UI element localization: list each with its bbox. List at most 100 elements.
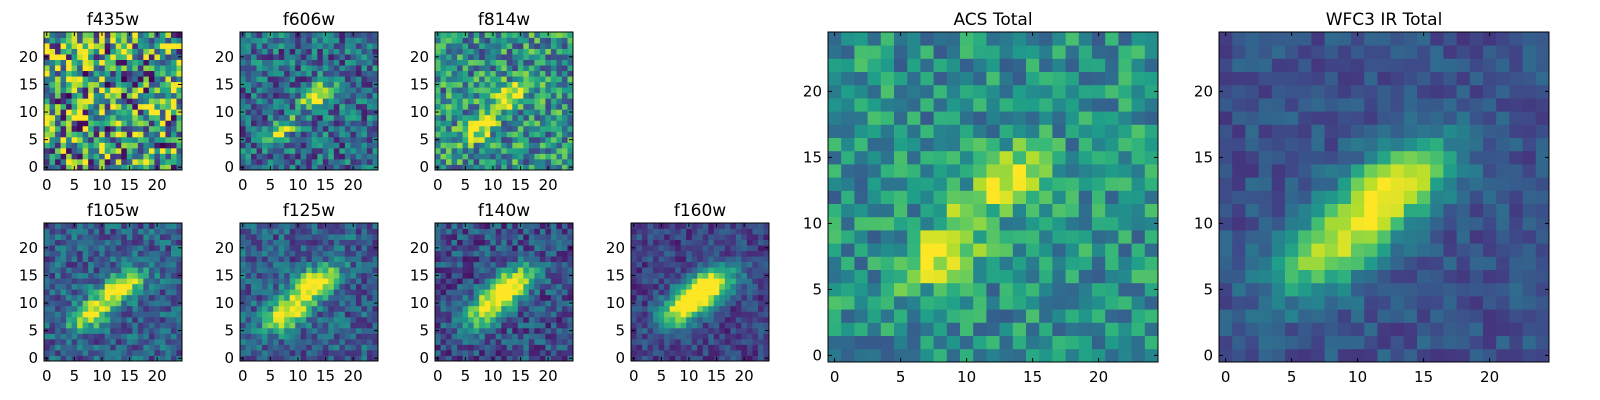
heatmap-cell bbox=[355, 131, 362, 138]
heatmap-cell bbox=[642, 311, 648, 318]
heatmap-cell bbox=[93, 272, 100, 279]
heatmap-cell bbox=[545, 98, 552, 105]
x-tick-label: 20 bbox=[539, 367, 558, 385]
heatmap-cell bbox=[440, 87, 447, 94]
heatmap-cell bbox=[66, 125, 72, 132]
heatmap-cell bbox=[495, 261, 502, 268]
heatmap-cell bbox=[306, 120, 313, 127]
heatmap-cell bbox=[355, 228, 362, 235]
heatmap-cell bbox=[960, 296, 974, 310]
heatmap-cell bbox=[165, 355, 172, 362]
heatmap-cell bbox=[159, 223, 166, 229]
heatmap-cell bbox=[468, 228, 475, 235]
heatmap-cell bbox=[484, 283, 491, 290]
heatmap-cell bbox=[1131, 296, 1146, 310]
heatmap-cell bbox=[256, 311, 263, 318]
heatmap-cell bbox=[561, 322, 568, 329]
heatmap-cell bbox=[350, 267, 357, 274]
heatmap-cell bbox=[361, 278, 368, 285]
heatmap-cell bbox=[642, 223, 648, 229]
heatmap-cell bbox=[317, 316, 324, 323]
heatmap-cell bbox=[110, 289, 117, 296]
heatmap-cell bbox=[344, 120, 351, 127]
heatmap-cell bbox=[82, 250, 89, 257]
heatmap-cell bbox=[697, 228, 704, 235]
heatmap-cell bbox=[262, 98, 268, 105]
heatmap-cell bbox=[148, 250, 155, 257]
x-tick-label: 20 bbox=[344, 176, 363, 194]
heatmap-cell bbox=[561, 300, 568, 307]
heatmap-cell bbox=[60, 65, 67, 72]
heatmap-cell bbox=[539, 283, 546, 290]
heatmap-cell bbox=[517, 70, 524, 77]
heatmap-cell bbox=[71, 136, 78, 143]
heatmap-cell bbox=[115, 294, 122, 301]
heatmap-cell bbox=[686, 245, 693, 251]
heatmap-cell bbox=[1092, 269, 1106, 284]
heatmap-cell bbox=[534, 355, 541, 362]
heatmap-cell bbox=[550, 338, 557, 345]
heatmap-cell bbox=[93, 164, 100, 171]
heatmap-cell bbox=[479, 349, 486, 356]
heatmap-cell bbox=[523, 103, 530, 110]
heatmap-cell bbox=[88, 59, 95, 66]
heatmap-cell bbox=[462, 142, 469, 149]
heatmap-cell bbox=[284, 54, 291, 60]
heatmap-cell bbox=[495, 98, 502, 105]
heatmap-cell bbox=[451, 59, 458, 66]
heatmap-cell bbox=[251, 87, 257, 94]
heatmap-cell bbox=[115, 153, 122, 160]
heatmap-cell bbox=[462, 54, 469, 60]
heatmap-cell bbox=[435, 153, 441, 160]
heatmap-cell bbox=[446, 333, 452, 340]
heatmap-cell bbox=[60, 261, 67, 268]
heatmap-cell bbox=[333, 267, 340, 274]
heatmap-cell bbox=[697, 283, 704, 290]
heatmap-cell bbox=[289, 278, 296, 285]
heatmap-cell bbox=[680, 256, 687, 263]
y-tick-label: 20 bbox=[606, 239, 625, 257]
heatmap-cell bbox=[757, 223, 764, 229]
heatmap-cell bbox=[148, 147, 155, 154]
heatmap-cell bbox=[920, 296, 934, 310]
heatmap-cell bbox=[306, 267, 313, 274]
heatmap-cell bbox=[256, 283, 263, 290]
heatmap-cell bbox=[300, 153, 307, 160]
heatmap-cell bbox=[724, 322, 731, 329]
heatmap-cell bbox=[556, 300, 563, 307]
heatmap-cell bbox=[328, 245, 335, 251]
heatmap-cell bbox=[93, 245, 100, 251]
heatmap-cell bbox=[686, 338, 693, 345]
heatmap-cell bbox=[132, 261, 139, 268]
heatmap-cell bbox=[517, 98, 524, 105]
heatmap-cell bbox=[110, 65, 117, 72]
heatmap-cell bbox=[132, 147, 139, 154]
heatmap-cell bbox=[468, 278, 475, 285]
heatmap-cell bbox=[132, 32, 139, 38]
heatmap-cell bbox=[366, 103, 373, 110]
heatmap-cell bbox=[176, 43, 183, 49]
heatmap-cell bbox=[495, 305, 502, 312]
heatmap-cell bbox=[71, 261, 78, 268]
heatmap-cell bbox=[567, 59, 574, 66]
heatmap-cell bbox=[82, 278, 89, 285]
heatmap-cell bbox=[986, 282, 1000, 297]
heatmap-cell bbox=[159, 114, 166, 121]
heatmap-cell bbox=[567, 278, 574, 285]
heatmap-cell bbox=[1144, 335, 1159, 350]
heatmap-cell bbox=[273, 349, 280, 356]
heatmap-cell bbox=[691, 344, 698, 351]
heatmap-cell bbox=[278, 81, 285, 88]
heatmap-cell bbox=[446, 59, 452, 66]
heatmap-cell bbox=[435, 316, 441, 323]
heatmap-cell bbox=[512, 142, 519, 149]
heatmap-cell bbox=[534, 32, 541, 38]
heatmap-cell bbox=[137, 283, 144, 290]
x-tick-label: 10 bbox=[483, 176, 502, 194]
heatmap-cell bbox=[435, 43, 441, 49]
heatmap-cell bbox=[468, 32, 475, 38]
heatmap-cell bbox=[148, 261, 155, 268]
heatmap-cell bbox=[60, 272, 67, 279]
heatmap-cell bbox=[60, 59, 67, 66]
heatmap-cell bbox=[854, 296, 868, 310]
